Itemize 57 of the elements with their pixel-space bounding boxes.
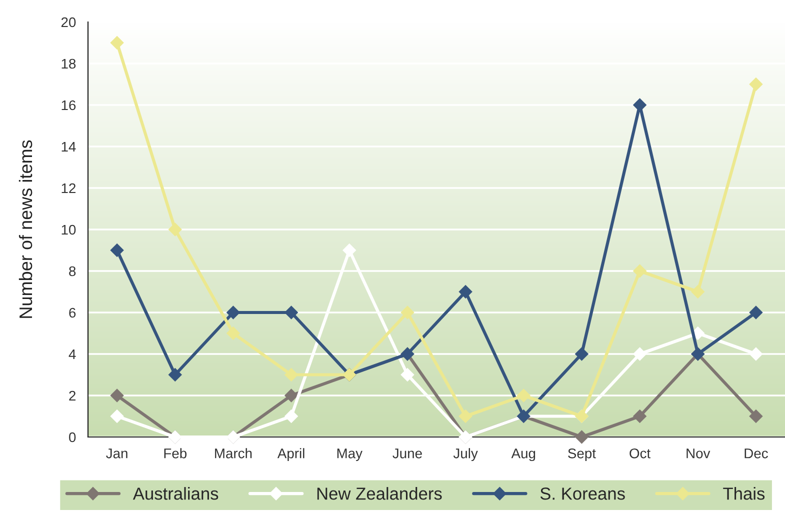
point — [749, 78, 763, 91]
x-tick-label: Aug — [511, 448, 536, 462]
legend-label: New Zealanders — [317, 487, 442, 500]
point — [168, 368, 182, 382]
x-tick-label: July — [453, 448, 478, 462]
point — [168, 222, 182, 236]
point — [284, 388, 298, 402]
y-tick-label: 4 — [68, 349, 76, 360]
point — [110, 388, 124, 402]
point — [458, 285, 472, 298]
point — [691, 285, 704, 298]
point — [226, 326, 240, 340]
point — [575, 347, 588, 361]
point — [575, 430, 588, 444]
x-tick-label: Nov — [686, 448, 710, 458]
x-tick-label: May — [337, 448, 362, 462]
y-tick-label: 0 — [69, 432, 76, 442]
y-tick-label: 10 — [62, 224, 76, 235]
point — [400, 306, 414, 320]
x-tick-label: Feb — [164, 448, 187, 458]
point — [633, 410, 646, 423]
point — [226, 306, 240, 320]
y-tick-label: 12 — [62, 183, 76, 194]
y-tick-label: 8 — [69, 266, 76, 276]
point — [633, 264, 646, 278]
x-tick-label: Oct — [630, 448, 650, 458]
point — [342, 244, 356, 257]
point — [633, 98, 646, 112]
point — [284, 410, 298, 423]
point — [400, 368, 414, 382]
x-tick-label: Sept — [568, 448, 596, 462]
point — [110, 244, 124, 257]
legend-label: S. Koreans — [540, 488, 625, 500]
x-tick-label: June — [392, 448, 422, 458]
y-tick-label: 20 — [61, 17, 76, 28]
point — [458, 410, 472, 423]
point — [284, 368, 298, 382]
point — [110, 36, 124, 50]
point — [284, 306, 298, 320]
y-tick-label: 14 — [62, 142, 76, 152]
y-axis-title: Number of news items — [18, 140, 32, 318]
point — [749, 306, 763, 320]
legend-label: Thais — [723, 487, 765, 500]
point — [633, 347, 646, 361]
x-tick-label: Dec — [744, 448, 768, 458]
y-tick-label: 18 — [62, 58, 76, 69]
legend-label: Australians — [132, 487, 218, 500]
point — [517, 388, 530, 402]
x-tick-label: April — [277, 448, 304, 462]
y-tick-label: 2 — [69, 390, 76, 401]
x-tick-label: March — [215, 448, 252, 458]
point — [110, 410, 124, 423]
y-tick-label: 6 — [69, 308, 76, 318]
point — [749, 410, 763, 423]
y-tick-label: 16 — [62, 100, 76, 110]
x-tick-label: Jan — [106, 448, 128, 458]
point — [749, 347, 763, 361]
